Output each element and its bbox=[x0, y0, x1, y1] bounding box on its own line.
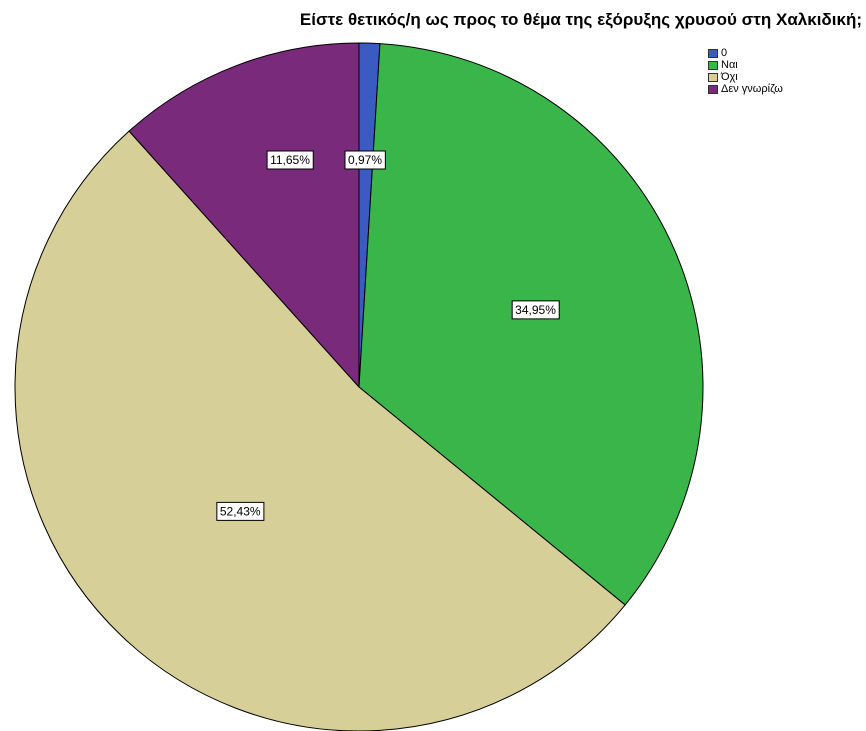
data-label-0-text: 0,97% bbox=[348, 153, 382, 167]
data-label-den-gnorizo-text: 11,65% bbox=[270, 153, 310, 167]
data-label-nai: 34,95% bbox=[511, 300, 560, 320]
slice-ochi bbox=[14, 130, 626, 731]
legend-item-nai: Ναι bbox=[708, 59, 783, 71]
data-label-ochi-text: 52,43% bbox=[220, 504, 261, 518]
legend-label-den-gnorizo: Δεν γνωρίζω bbox=[721, 83, 783, 95]
data-label-den-gnorizo: 11,65% bbox=[266, 150, 314, 170]
legend-swatch-0 bbox=[708, 48, 718, 58]
data-label-0: 0,97% bbox=[344, 150, 386, 170]
slice-den-gnorizo bbox=[128, 42, 360, 389]
legend-label-ochi: Όχι bbox=[721, 71, 738, 83]
legend-item-den-gnorizo: Δεν γνωρίζω bbox=[708, 83, 783, 95]
legend: 0 Ναι Όχι Δεν γνωρίζω bbox=[708, 47, 783, 95]
data-label-0-box bbox=[344, 150, 386, 170]
chart-title: Είστε θετικός/η ως προς το θέμα της εξόρ… bbox=[299, 10, 862, 29]
data-label-den-gnorizo-box bbox=[266, 150, 314, 170]
legend-label-0: 0 bbox=[721, 47, 728, 59]
data-label-ochi: 52,43% bbox=[216, 501, 265, 521]
legend-swatch-den-gnorizo bbox=[708, 84, 718, 94]
slice-nai bbox=[358, 43, 704, 606]
legend-swatch-nai bbox=[708, 60, 718, 70]
data-label-ochi-box bbox=[216, 501, 265, 521]
legend-swatch-ochi bbox=[708, 72, 718, 82]
legend-item-0: 0 bbox=[708, 47, 783, 59]
legend-item-ochi: Όχι bbox=[708, 71, 783, 83]
data-label-nai-text: 34,95% bbox=[515, 303, 556, 317]
legend-label-nai: Ναι bbox=[721, 59, 738, 71]
data-label-nai-box bbox=[511, 300, 560, 320]
